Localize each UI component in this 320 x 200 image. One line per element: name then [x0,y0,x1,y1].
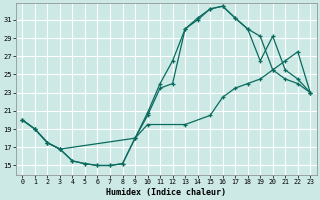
X-axis label: Humidex (Indice chaleur): Humidex (Indice chaleur) [106,188,226,197]
